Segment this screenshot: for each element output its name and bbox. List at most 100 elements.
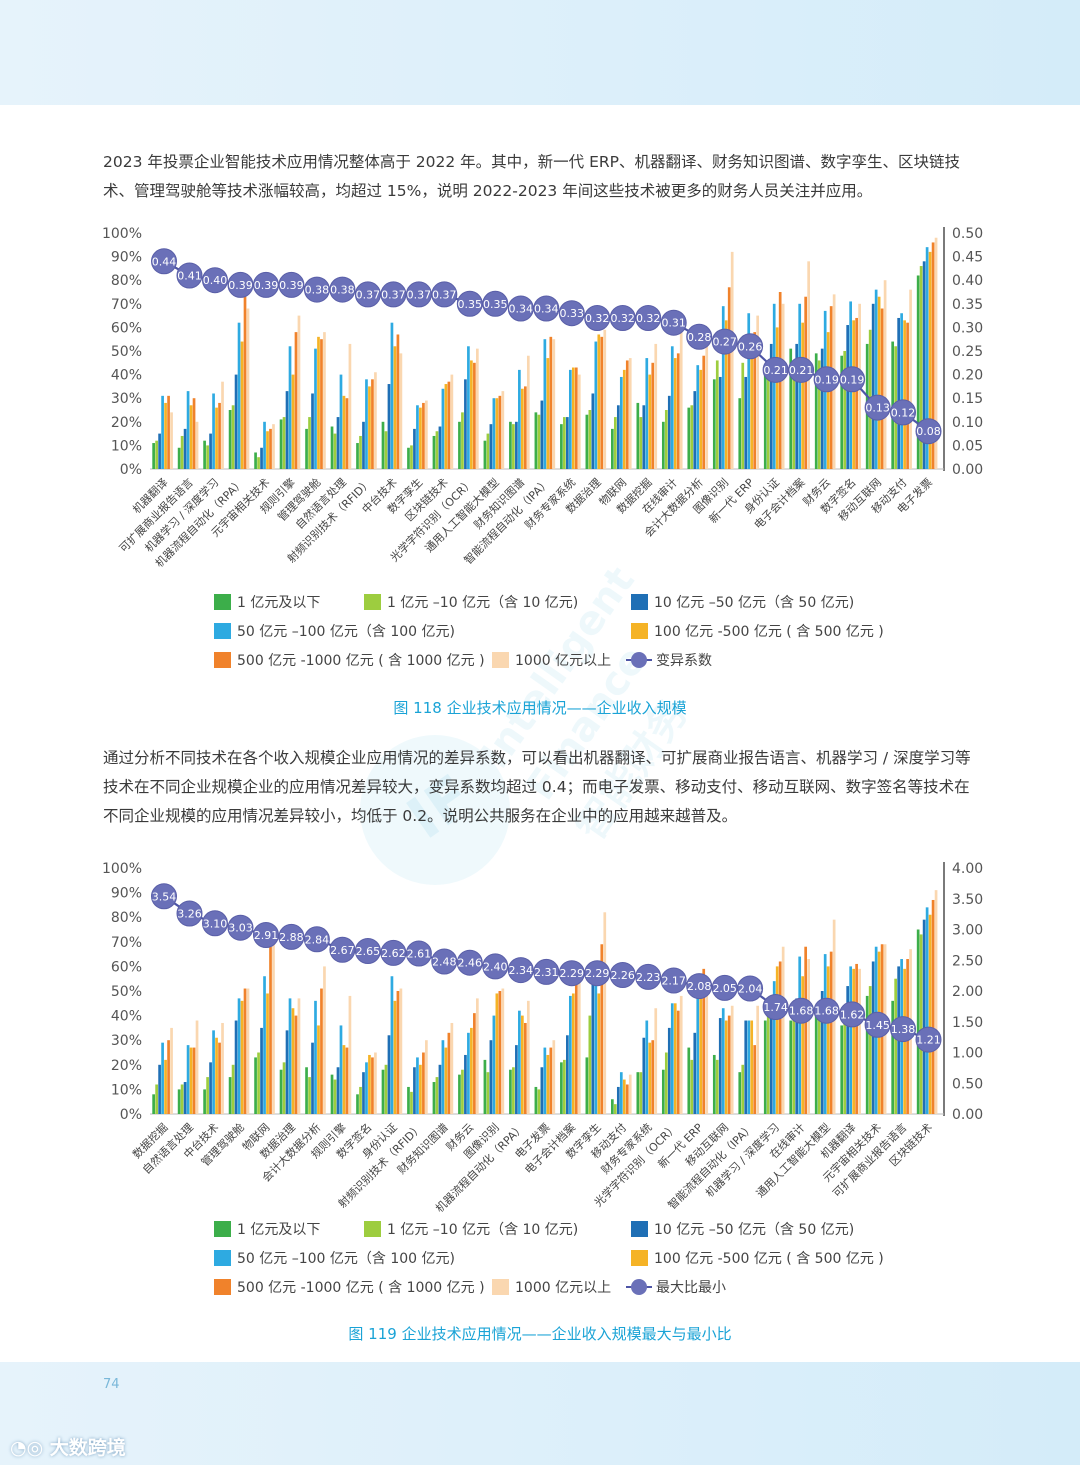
bar [566,1035,569,1114]
left-tick-label: 60% [111,959,142,975]
legend-line-marker [626,1278,652,1296]
line-data-label: 1.21 [916,1034,941,1047]
bar [464,1054,467,1114]
bar [419,1064,422,1114]
bar [600,944,604,1114]
right-tick-label: 0.00 [952,462,983,478]
line-marker [151,883,177,910]
legend-label: 1 亿元及以下 [237,595,321,611]
line-data-label: 2.61 [407,948,432,961]
line-data-label: 0.19 [814,373,839,386]
bar [625,1084,629,1114]
legend-label: 100 亿元 -500 亿元 ( 含 500 亿元 ) [654,624,884,640]
line-marker [890,399,916,426]
bar [712,379,716,469]
legend-item-s5: 100 亿元 -500 亿元 ( 含 500 亿元 ) [631,621,884,641]
line-marker [253,922,279,948]
bar [231,405,235,469]
bar [305,428,308,469]
bar [724,1020,728,1114]
bar [585,1057,589,1114]
line-marker [533,295,560,322]
right-tick-label: 3.00 [952,923,983,939]
bar [616,1086,620,1114]
bar [422,1052,425,1114]
bar [155,440,158,469]
bar [826,332,830,469]
bar [495,398,499,469]
line-marker [380,939,407,966]
bar [521,1015,524,1114]
bar [368,386,371,469]
bar [330,426,334,469]
line-data-label: 0.27 [712,336,737,349]
bar [294,1015,298,1114]
bar [654,1008,658,1114]
bar [537,414,541,469]
line-marker [533,958,560,985]
line-marker [915,1026,942,1053]
bar [664,410,668,469]
bar [317,1025,320,1114]
bar [781,303,785,469]
right-tick-label: 0.00 [952,1107,983,1123]
bar [183,428,187,469]
bar [738,398,742,469]
legend-label: 1000 亿元以上 [515,653,612,669]
bar [161,395,164,469]
bar [588,1015,592,1114]
legend-label: 1000 亿元以上 [515,1280,612,1296]
line-marker [278,923,305,950]
bar [311,1042,314,1114]
right-tick-label: 0.45 [952,250,983,266]
bar [432,435,436,469]
line-data-label: 0.33 [560,307,585,320]
bar [441,1040,445,1114]
legend-label: 最大比最小 [656,1280,726,1296]
bar [705,978,709,1114]
legend-swatch [214,594,231,610]
bar [600,336,604,469]
line-marker [202,267,228,294]
bar [374,372,377,469]
line-marker [864,1011,891,1038]
bar [447,1032,451,1114]
bar [447,381,451,469]
legend-118: 1 亿元及以下 1 亿元 –10 亿元（含 10 亿元) 10 亿元 –50 亿… [0,592,1080,682]
bar [639,1072,643,1114]
legend-label: 50 亿元 –100 亿元（含 100 亿元) [237,624,455,640]
bar [476,348,479,469]
bar [192,398,196,469]
bar [664,1052,668,1114]
legend-swatch [631,1250,648,1266]
bar [753,1045,757,1114]
bar [308,417,311,469]
line-marker [686,323,713,350]
bar [693,391,697,469]
line-data-label: 0.37 [381,288,406,301]
bar [628,1074,632,1114]
legend-label: 50 亿元 –100 亿元（含 100 亿元) [237,1251,455,1267]
line-marker [151,248,177,275]
brand-text: 大数跨境 [49,1437,126,1459]
bar [823,954,827,1114]
bar [693,1032,697,1114]
legend-swatch [631,623,648,639]
line-data-label: 2.23 [636,971,661,984]
right-tick-label: 0.40 [952,273,983,289]
bar [775,966,779,1114]
bar [518,369,521,469]
bar [753,332,757,469]
bar [909,289,912,469]
bar [543,1047,547,1114]
bar [934,237,938,469]
left-tick-label: 20% [111,1058,142,1074]
bar [744,376,748,469]
line-data-label: 1.45 [865,1019,890,1032]
bar [348,995,352,1114]
bar [852,968,855,1114]
brand-icon: ◔◎ [10,1437,50,1459]
legend-swatch [214,1279,231,1295]
bar [577,981,581,1114]
line-data-label: 2.48 [432,956,457,969]
